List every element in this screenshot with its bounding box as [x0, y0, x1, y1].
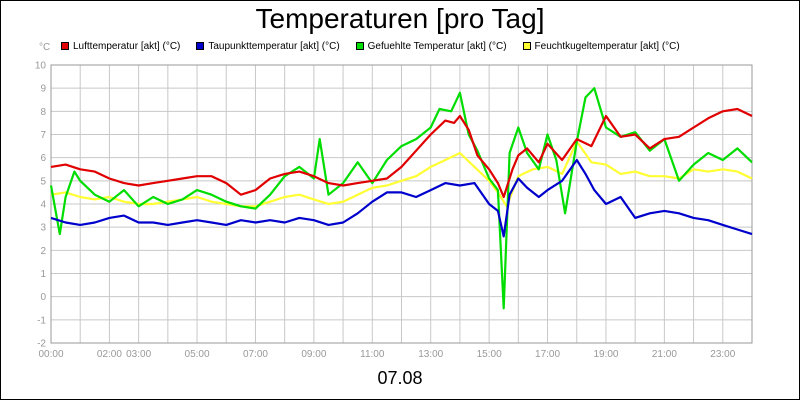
y-tick-label: 0	[40, 292, 46, 303]
x-tick-label: 02:00	[97, 349, 122, 360]
x-tick-label: 13:00	[418, 349, 443, 360]
legend-label: Lufttemperatur [akt] (°C)	[73, 40, 181, 52]
legend-swatch	[355, 42, 364, 50]
legend-item-taupunkttemperatur[interactable]: Taupunkttemperatur [akt] (°C)	[196, 39, 340, 53]
x-tick-label: 15:00	[477, 349, 502, 360]
y-tick-label: 2	[40, 246, 46, 257]
y-tick-label: 9	[40, 84, 46, 95]
y-tick-label: 6	[40, 153, 46, 164]
legend-label: Taupunkttemperatur [akt] (°C)	[208, 40, 340, 52]
series-line-taupunkttemperatur	[50, 158, 753, 238]
legend-swatch	[61, 42, 69, 50]
y-tick-label: 8	[40, 107, 46, 118]
x-tick-label: 23:00	[710, 349, 735, 360]
y-tick-label: 5	[40, 176, 46, 187]
x-tick-label: 05:00	[185, 349, 210, 360]
y-tick-label: 7	[40, 130, 46, 141]
chart-title: Temperaturen [pro Tag]	[255, 3, 545, 34]
legend-label: Feuchtkugeltemperatur [akt] (°C)	[534, 40, 680, 52]
y-tick-label: -1	[37, 315, 46, 326]
x-tick-label: 03:00	[126, 349, 151, 360]
y-tick-label: 3	[40, 223, 46, 234]
x-tick-label: 00:00	[38, 349, 63, 360]
legend-item-lufttemperatur[interactable]: Lufttemperatur [akt] (°C)	[61, 39, 180, 53]
x-axis-date-label: 07.08	[377, 368, 423, 388]
legend-label: Gefuehlte Temperatur [akt] (°C)	[367, 40, 507, 52]
x-tick-label: 17:00	[535, 349, 560, 360]
legend-item-gefuehlte-temperatur[interactable]: Gefuehlte Temperatur [akt] (°C)	[355, 39, 507, 53]
series-line-gefuehlte-temperatur	[49, 87, 753, 310]
y-tick-label: -2	[37, 339, 46, 350]
series-line-lufttemperatur	[50, 107, 753, 199]
x-tick-label: 19:00	[593, 349, 618, 360]
x-tick-label: 07:00	[243, 349, 268, 360]
chart-legend: Lufttemperatur [akt] (°C) Taupunkttemper…	[61, 39, 680, 53]
x-tick-label: 11:00	[360, 349, 385, 360]
legend-item-feuchtkugeltemperatur[interactable]: Feuchtkugeltemperatur [akt] (°C)	[522, 39, 680, 53]
plot-area-border	[50, 64, 753, 344]
y-tick-label: 4	[40, 200, 46, 211]
y-axis-unit-label: °C	[39, 42, 51, 53]
legend-swatch	[196, 42, 205, 50]
legend-swatch	[522, 42, 531, 50]
y-tick-label: 10	[35, 61, 47, 72]
x-tick-label: 09:00	[301, 349, 326, 360]
x-tick-label: 21:00	[652, 349, 677, 360]
y-tick-label: 1	[40, 269, 46, 280]
series-line-feuchtkugeltemperatur	[50, 140, 753, 208]
